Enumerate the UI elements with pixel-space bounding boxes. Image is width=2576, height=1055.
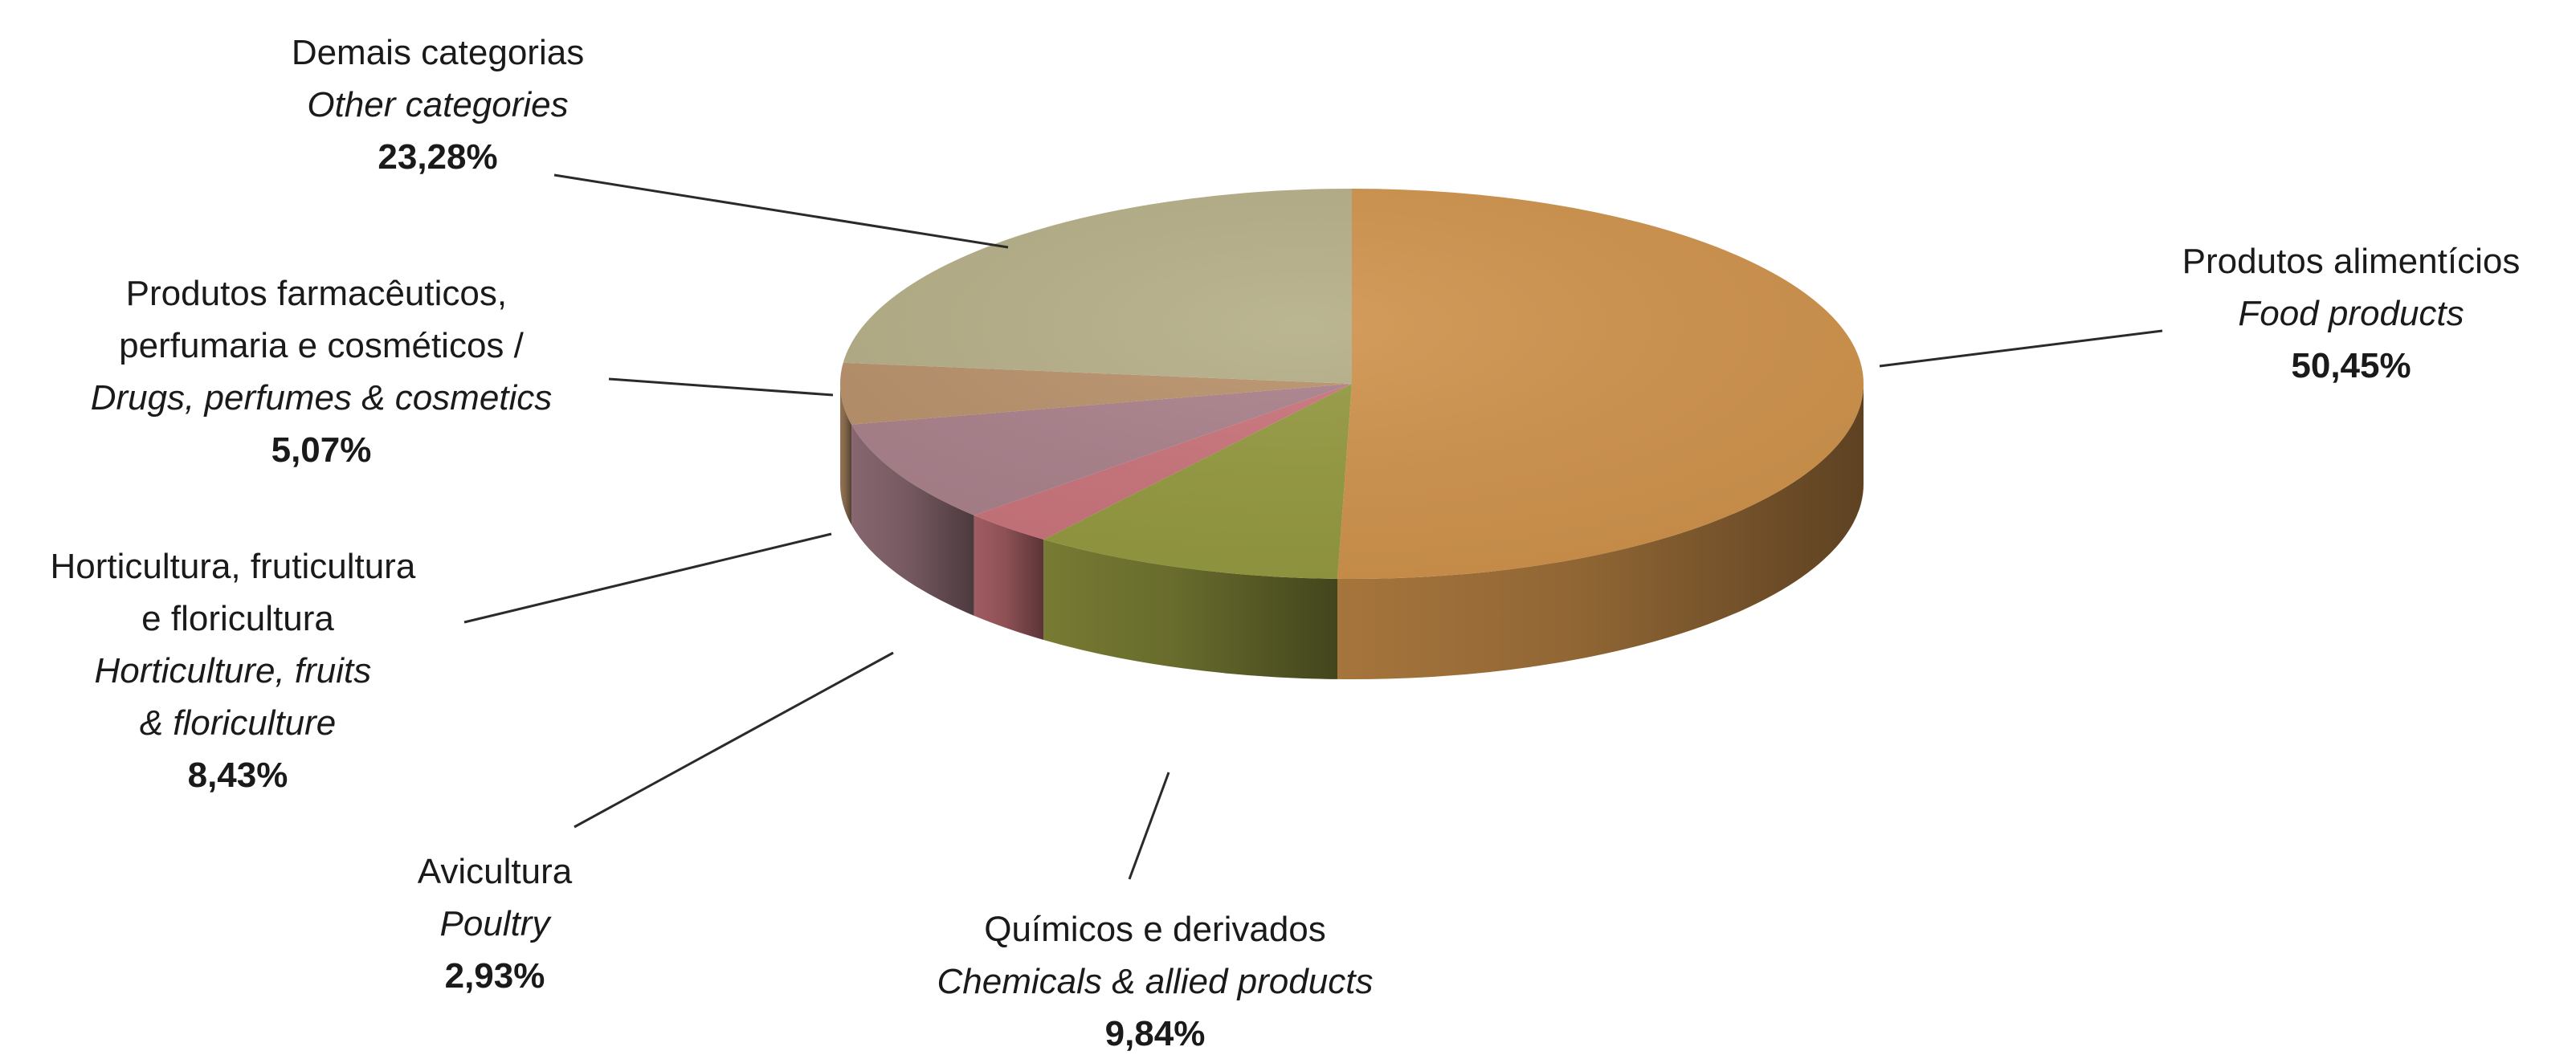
label-other-categories: Demais categorias Other categories 23,28… bbox=[292, 33, 584, 177]
label-food-products: Produtos alimentícios Food products 50,4… bbox=[2182, 242, 2521, 385]
label-poultry-en: Poultry bbox=[440, 904, 553, 943]
label-food-value: 50,45% bbox=[2291, 346, 2411, 385]
side-wall-chemicals-allied-products bbox=[1043, 539, 1337, 679]
side-wall-horticulture-fruits-floriculture bbox=[851, 424, 974, 616]
label-chemicals-value: 9,84% bbox=[1105, 1014, 1206, 1053]
label-other-value: 23,28% bbox=[378, 137, 497, 177]
side-wall-poultry bbox=[974, 515, 1044, 640]
label-horticulture-pt: Horticultura, fruticultura e floricultur… bbox=[50, 547, 425, 638]
leader-line-other bbox=[553, 173, 1009, 249]
side-wall-shade-poultry bbox=[974, 515, 1044, 640]
side-wall-shade-chemicals-allied-products bbox=[1043, 539, 1337, 679]
side-wall-drugs-perfumes-cosmetics bbox=[840, 384, 852, 525]
label-horticulture-en: Horticulture, fruits & floriculture bbox=[95, 651, 382, 743]
label-other-en: Other categories bbox=[307, 85, 568, 124]
label-drugs-value: 5,07% bbox=[271, 430, 372, 470]
side-wall-shade-horticulture-fruits-floriculture bbox=[851, 424, 974, 616]
pie-top-faces bbox=[839, 188, 1864, 580]
label-chemicals-pt: Químicos e derivados bbox=[984, 910, 1326, 949]
leader-line-chemicals bbox=[1128, 772, 1170, 880]
leader-lines bbox=[463, 173, 2163, 880]
label-chemicals: Químicos e derivados Chemicals & allied … bbox=[937, 910, 1374, 1053]
label-food-pt: Produtos alimentícios bbox=[2182, 242, 2521, 281]
label-drugs: Produtos farmacêuticos, perfumaria e cos… bbox=[91, 274, 553, 470]
label-food-en: Food products bbox=[2238, 294, 2464, 333]
side-wall-shade-food-products bbox=[1337, 384, 1864, 679]
side-wall-food-products bbox=[1337, 384, 1864, 679]
label-poultry: Avicultura Poultry 2,93% bbox=[418, 852, 573, 996]
pie-side-walls bbox=[840, 384, 1864, 679]
label-horticulture: Horticultura, fruticultura e floricultur… bbox=[50, 547, 425, 795]
label-chemicals-en: Chemicals & allied products bbox=[937, 962, 1374, 1001]
leader-line-food bbox=[1879, 329, 2163, 368]
leader-line-drugs bbox=[608, 377, 834, 397]
side-wall-shade-drugs-perfumes-cosmetics bbox=[840, 384, 852, 525]
label-poultry-pt: Avicultura bbox=[418, 852, 573, 891]
label-poultry-value: 2,93% bbox=[445, 956, 545, 996]
label-horticulture-value: 8,43% bbox=[188, 756, 288, 795]
label-other-pt: Demais categorias bbox=[292, 33, 584, 72]
leader-line-poultry bbox=[574, 651, 894, 829]
label-drugs-en: Drugs, perfumes & cosmetics bbox=[91, 378, 553, 418]
label-drugs-pt: Produtos farmacêuticos, perfumaria e cos… bbox=[119, 274, 525, 365]
pie-top-shine bbox=[840, 189, 1864, 579]
leader-line-horticulture bbox=[463, 532, 832, 624]
